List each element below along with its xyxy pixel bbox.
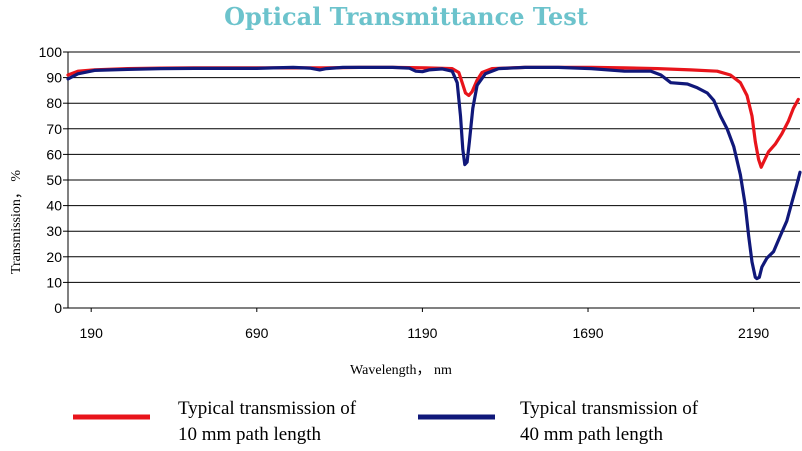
x-axis-label: Wavelength， nm [350, 363, 452, 378]
xtick-label-1690: 1690 [572, 325, 603, 341]
xtick-label-190: 190 [80, 325, 104, 341]
y-axis-label: Transmission， % [9, 170, 24, 274]
legend-label-2-line-1: Typical transmission of [520, 398, 699, 419]
ytick-label-70: 70 [46, 121, 62, 137]
legend-label-2-line-2: 40 mm path length [520, 424, 664, 445]
xtick-label-690: 690 [245, 325, 269, 341]
xtick-label-2190: 2190 [738, 325, 769, 341]
legend-label-1-line-2: 10 mm path length [178, 424, 322, 445]
chart-title: Optical Transmittance Test [224, 2, 588, 31]
ytick-label-60: 60 [46, 146, 62, 162]
ytick-label-90: 90 [46, 70, 62, 86]
ytick-label-30: 30 [46, 223, 62, 239]
plot-area: 0 10 20 30 40 50 60 70 80 90 100 190 690 1190 1690 2190 [39, 44, 802, 341]
ytick-label-40: 40 [46, 198, 62, 214]
xtick-label-1190: 1190 [407, 325, 437, 341]
ytick-label-0: 0 [54, 300, 62, 316]
ytick-label-100: 100 [39, 44, 63, 60]
series-line-1 [66, 65, 800, 169]
legend-label-1-line-1: Typical transmission of [178, 398, 357, 419]
legend: Typical transmission of 10 mm path length… [73, 398, 699, 445]
ytick-label-20: 20 [46, 249, 62, 265]
ytick-label-50: 50 [46, 172, 62, 188]
ytick-label-80: 80 [46, 95, 62, 111]
series-line-2 [66, 65, 802, 281]
ytick-label-10: 10 [46, 274, 62, 290]
